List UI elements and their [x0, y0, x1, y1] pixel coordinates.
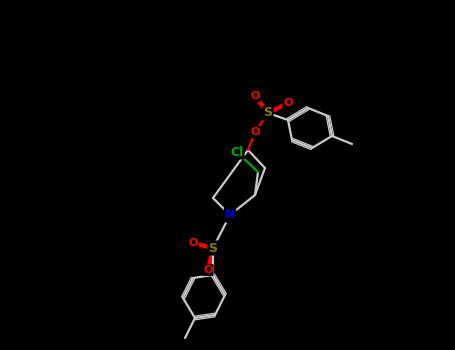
Text: S: S [263, 106, 273, 119]
Text: S: S [208, 241, 217, 254]
Text: Cl: Cl [230, 146, 243, 159]
Text: O: O [283, 98, 293, 108]
Text: N: N [225, 209, 235, 222]
Text: O: O [250, 91, 260, 101]
Text: O: O [203, 265, 212, 275]
Text: O: O [188, 238, 197, 248]
Text: O: O [250, 127, 260, 137]
